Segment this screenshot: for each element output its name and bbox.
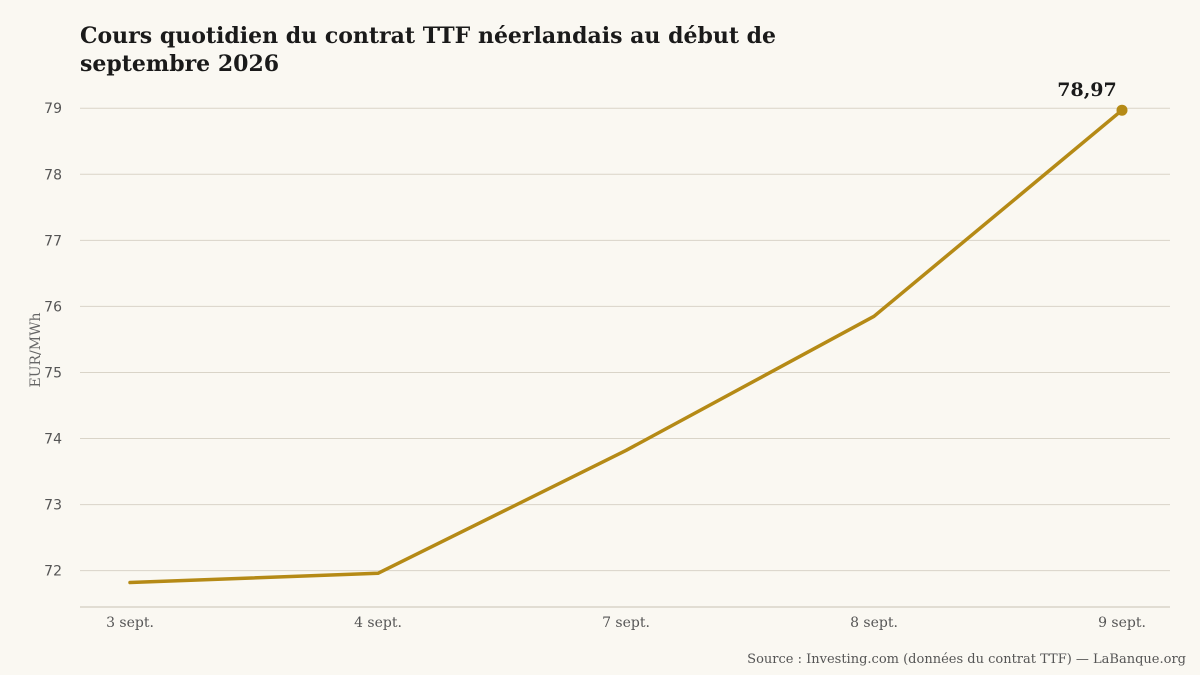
y-tick-label: 74 <box>44 432 62 448</box>
data-label: 78,97 <box>1057 79 1117 101</box>
y-tick-label: 78 <box>44 167 62 183</box>
annotations: 78,97 <box>1057 79 1128 116</box>
x-tick-label: 4 sept. <box>354 615 402 631</box>
x-tick-label: 9 sept. <box>1098 615 1146 631</box>
y-tick-label: 75 <box>44 365 62 381</box>
series-layer <box>128 108 1124 585</box>
y-tick-labels: 72 73 74 75 76 77 78 79 <box>44 101 62 579</box>
source-note: Source : Investing.com (données du contr… <box>747 652 1186 667</box>
x-tick-label: 8 sept. <box>850 615 898 631</box>
x-tick-label: 3 sept. <box>106 615 154 631</box>
y-axis-label: EUR/MWh <box>28 312 44 387</box>
data-point-marker <box>1116 104 1128 116</box>
y-tick-label: 76 <box>44 299 62 315</box>
y-tick-label: 72 <box>44 564 62 580</box>
gridlines <box>80 107 1170 572</box>
series-line <box>128 108 1124 585</box>
chart-title: Cours quotidien du contrat TTF néerlanda… <box>80 23 777 77</box>
x-tick-label: 7 sept. <box>602 615 650 631</box>
y-tick-label: 73 <box>44 498 62 514</box>
x-tick-labels: 3 sept. 4 sept. 7 sept. 8 sept. 9 sept. <box>106 615 1146 631</box>
y-tick-label: 79 <box>44 101 62 117</box>
y-tick-label: 77 <box>44 233 62 249</box>
